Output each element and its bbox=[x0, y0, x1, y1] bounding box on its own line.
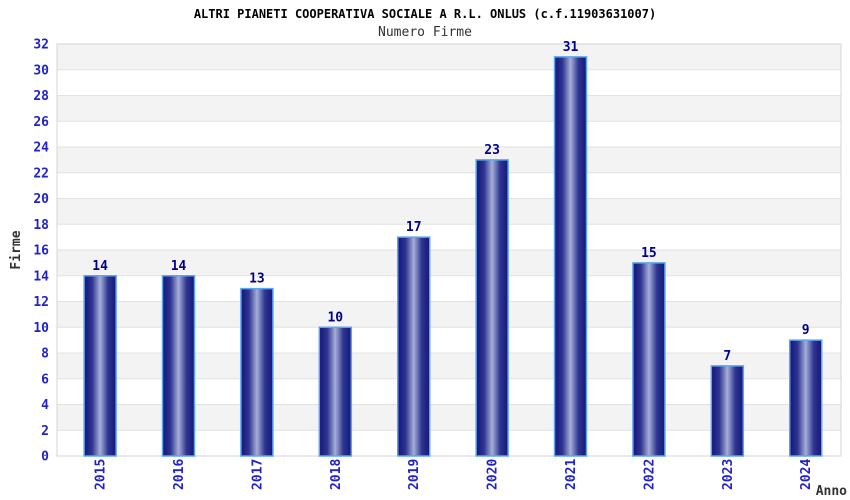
y-tick-label: 4 bbox=[41, 398, 49, 413]
bar-value-label: 10 bbox=[327, 310, 343, 325]
bar bbox=[240, 287, 274, 457]
y-tick-label: 8 bbox=[41, 347, 49, 362]
plot-band bbox=[57, 121, 841, 147]
y-tick-label: 28 bbox=[33, 89, 49, 104]
bar-value-label: 31 bbox=[563, 40, 579, 55]
y-tick-label: 24 bbox=[33, 141, 49, 156]
x-tick-label: 2019 bbox=[407, 459, 422, 490]
bar bbox=[788, 339, 823, 457]
y-tick-label: 18 bbox=[33, 218, 49, 233]
x-tick-label: 2023 bbox=[721, 459, 736, 490]
bar bbox=[632, 262, 666, 457]
plot-band bbox=[57, 147, 841, 173]
plot-band bbox=[57, 250, 841, 276]
x-tick-label: 2017 bbox=[250, 459, 265, 490]
y-tick-label: 22 bbox=[33, 166, 49, 181]
x-tick-label: 2016 bbox=[172, 459, 187, 490]
bar-value-label: 14 bbox=[171, 259, 187, 274]
chart-title: ALTRI PIANETI COOPERATIVA SOCIALE A R.L.… bbox=[193, 7, 657, 21]
y-tick-label: 2 bbox=[41, 424, 49, 439]
bar bbox=[396, 236, 431, 457]
x-axis-title: Anno bbox=[816, 484, 847, 499]
plot-band bbox=[57, 44, 841, 70]
x-tick-label: 2024 bbox=[799, 459, 814, 490]
bar-value-label: 17 bbox=[406, 220, 422, 235]
bar bbox=[161, 275, 196, 457]
y-tick-label: 14 bbox=[33, 269, 49, 284]
bar bbox=[553, 56, 588, 457]
x-tick-label: 2021 bbox=[564, 459, 579, 490]
y-tick-label: 12 bbox=[33, 295, 49, 310]
y-tick-label: 32 bbox=[33, 38, 49, 53]
bar-value-label: 13 bbox=[249, 272, 265, 287]
plot-band bbox=[57, 69, 841, 96]
bar bbox=[475, 159, 509, 457]
bar-value-label: 23 bbox=[484, 143, 500, 158]
bar-value-label: 14 bbox=[92, 259, 108, 274]
chart-subtitle: Numero Firme bbox=[378, 25, 472, 40]
y-tick-label: 20 bbox=[33, 192, 49, 207]
plot-band bbox=[57, 172, 841, 199]
x-tick-label: 2020 bbox=[486, 459, 501, 490]
y-tick-label: 6 bbox=[41, 372, 49, 387]
bar bbox=[83, 275, 117, 457]
y-tick-label: 10 bbox=[33, 321, 49, 336]
bar-value-label: 15 bbox=[641, 246, 657, 261]
plot-band bbox=[57, 95, 841, 122]
y-tick-label: 0 bbox=[41, 450, 49, 465]
y-axis-title: Firme bbox=[9, 230, 24, 269]
plot-border bbox=[56, 43, 842, 457]
bar-value-label: 9 bbox=[802, 323, 810, 338]
bar bbox=[318, 326, 353, 457]
y-tick-label: 16 bbox=[33, 244, 49, 259]
x-tick-label: 2022 bbox=[642, 459, 657, 490]
x-tick-label: 2018 bbox=[329, 459, 344, 490]
y-tick-label: 30 bbox=[33, 63, 49, 78]
y-tick-label: 26 bbox=[33, 115, 49, 130]
x-tick-label: 2015 bbox=[94, 459, 109, 490]
plot-band bbox=[57, 198, 841, 225]
plot-band bbox=[57, 224, 841, 250]
bar bbox=[710, 365, 745, 457]
bar-value-label: 7 bbox=[723, 349, 731, 364]
